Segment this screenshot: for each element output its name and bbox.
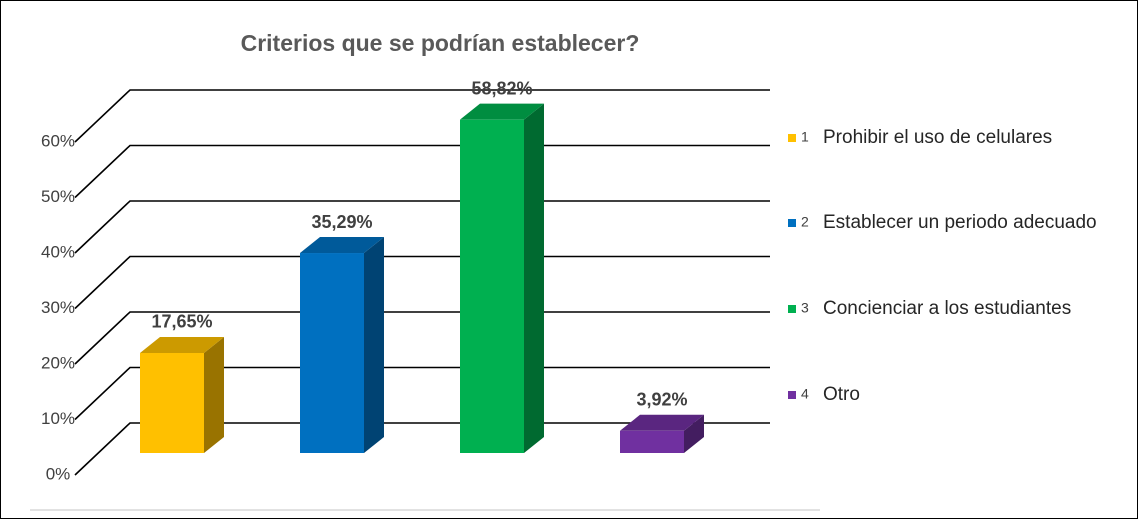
y-tick-label: 50% bbox=[41, 187, 75, 206]
legend-number: 2 bbox=[801, 214, 809, 230]
data-label: 3,92% bbox=[636, 390, 687, 410]
grid-line bbox=[74, 366, 770, 421]
y-tick-label: 30% bbox=[41, 298, 75, 317]
bar bbox=[620, 430, 684, 453]
legend-swatch bbox=[788, 134, 796, 142]
legend-label: Prohibir el uso de celulares bbox=[823, 127, 1052, 148]
bar-side bbox=[524, 103, 544, 453]
bar bbox=[140, 352, 204, 453]
legend-number: 3 bbox=[801, 300, 809, 316]
legend-swatch bbox=[788, 219, 796, 227]
bar bbox=[300, 253, 364, 453]
bar-side bbox=[364, 237, 384, 453]
chart-title: Criterios que se podrían establecer? bbox=[241, 30, 640, 56]
y-tick-label: 10% bbox=[41, 409, 75, 428]
bar-top bbox=[300, 237, 384, 254]
legend-swatch bbox=[788, 391, 796, 399]
bar bbox=[460, 119, 524, 453]
grid-line bbox=[74, 144, 770, 199]
grid-line bbox=[74, 200, 770, 254]
data-label: 17,65% bbox=[151, 312, 212, 332]
data-label: 35,29% bbox=[311, 212, 372, 232]
grid-line bbox=[74, 422, 770, 476]
legend-number: 1 bbox=[801, 129, 809, 145]
bar-side bbox=[684, 414, 704, 453]
data-label: 58,82% bbox=[471, 78, 532, 98]
bar-side bbox=[204, 336, 224, 453]
y-tick-label: 40% bbox=[41, 242, 75, 261]
legend-label: Establecer un periodo adecuado bbox=[823, 212, 1097, 233]
bar-top bbox=[140, 336, 224, 353]
y-tick-label: 60% bbox=[41, 131, 75, 150]
grid-line bbox=[74, 311, 770, 365]
legend-label: Otro bbox=[823, 384, 860, 405]
legend-number: 4 bbox=[801, 386, 809, 402]
y-tick-label: 0% bbox=[46, 464, 71, 483]
grid-line bbox=[74, 255, 770, 310]
y-tick-label: 20% bbox=[41, 353, 75, 372]
grid-line bbox=[74, 89, 770, 143]
bar-top bbox=[460, 103, 544, 120]
legend-label: Concienciar a los estudiantes bbox=[823, 298, 1071, 319]
bar-top bbox=[620, 414, 704, 431]
legend-swatch bbox=[788, 305, 796, 313]
